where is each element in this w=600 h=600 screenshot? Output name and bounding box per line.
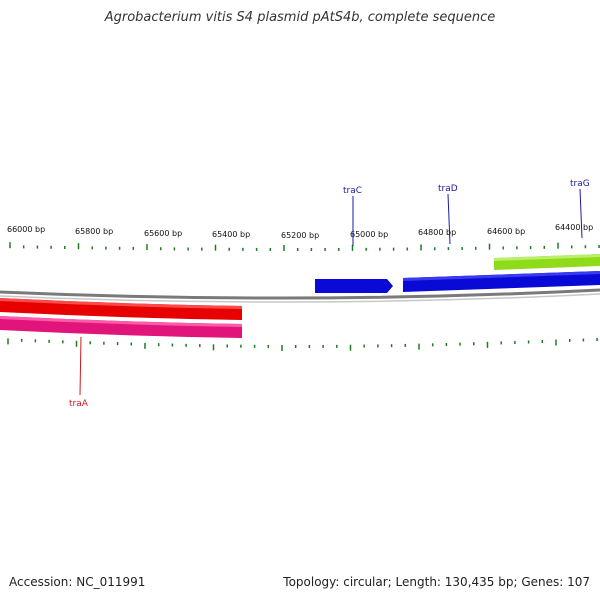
- ruler-label: 65000 bp: [350, 230, 388, 239]
- ruler-label: 64400 bp: [555, 223, 593, 232]
- ruler-label: 65400 bp: [212, 230, 250, 239]
- gene-bar-pink-shade: [0, 316, 242, 327]
- map-title: Agrobacterium vitis S4 plasmid pAtS4b, c…: [104, 10, 496, 25]
- gene-bar-red-shade: [0, 298, 242, 309]
- gene-label-traC[interactable]: traC: [343, 186, 362, 196]
- ruler-label: 64600 bp: [487, 227, 525, 236]
- ruler-label: 66000 bp: [7, 225, 45, 234]
- traD-leader: [447, 193, 451, 245]
- backbone-outer: [0, 288, 600, 300]
- traA-leader: [79, 336, 82, 396]
- ruler-label: 64800 bp: [418, 228, 456, 237]
- gene-bar-green-shade: [494, 254, 600, 261]
- ruler-label: 65800 bp: [75, 227, 113, 236]
- backbone-inner: [0, 293, 600, 303]
- ruler-label: 65600 bp: [144, 229, 182, 238]
- gene-label-traA[interactable]: traA: [69, 399, 89, 409]
- topology-summary: Topology: circular; Length: 130,435 bp; …: [283, 575, 590, 589]
- traG-leader: [579, 188, 583, 239]
- gene-label-traG[interactable]: traG: [570, 179, 590, 189]
- gene-arrow-blue-short[interactable]: [315, 279, 393, 293]
- ruler-label: 65200 bp: [281, 231, 319, 240]
- gene-arrow-blue-long-shade: [403, 271, 600, 281]
- top-ruler: [9, 242, 600, 251]
- bottom-ruler: [7, 338, 598, 351]
- gene-label-traD[interactable]: traD: [438, 184, 458, 194]
- accession-text: Accession: NC_011991: [9, 575, 146, 589]
